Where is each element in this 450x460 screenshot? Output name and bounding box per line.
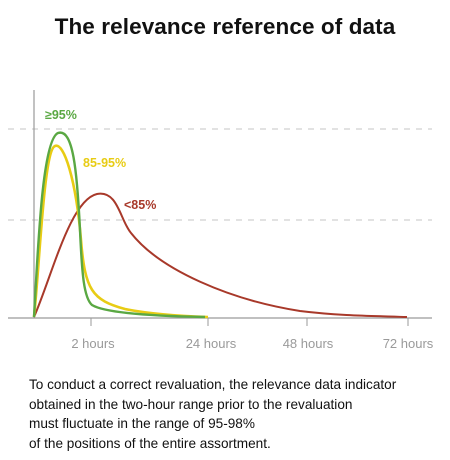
series-line-85-95	[32, 144, 209, 319]
x-tick-label-48-hours: 48 hours	[283, 336, 334, 351]
x-tick-label-2-hours: 2 hours	[71, 336, 115, 351]
caption-line-2: obtained in the two-hour range prior to …	[29, 396, 353, 412]
x-tick-label-72-hours: 72 hours	[383, 336, 434, 351]
chart-title: The relevance reference of data	[54, 14, 396, 39]
caption-text: To conduct a correct revaluation, the re…	[29, 375, 439, 453]
series-label-95-plus: ≥95%	[45, 108, 77, 122]
series-label-below-85: <85%	[124, 198, 156, 212]
caption-line-1: To conduct a correct revaluation, the re…	[29, 377, 397, 392]
series-label-85-95: 85-95%	[83, 156, 126, 170]
series-line-below-85	[33, 192, 408, 318]
x-tick-label-24-hours: 24 hours	[186, 336, 237, 351]
relevance-chart: 2 hours 24 hours 48 hours 72 hours ≥95% …	[8, 90, 434, 351]
series-line-95-plus	[32, 131, 206, 319]
caption-line-3: must fluctuate in the range of 95-98%	[29, 416, 255, 431]
caption-line-4: of the positions of the entire assortmen…	[29, 435, 271, 451]
